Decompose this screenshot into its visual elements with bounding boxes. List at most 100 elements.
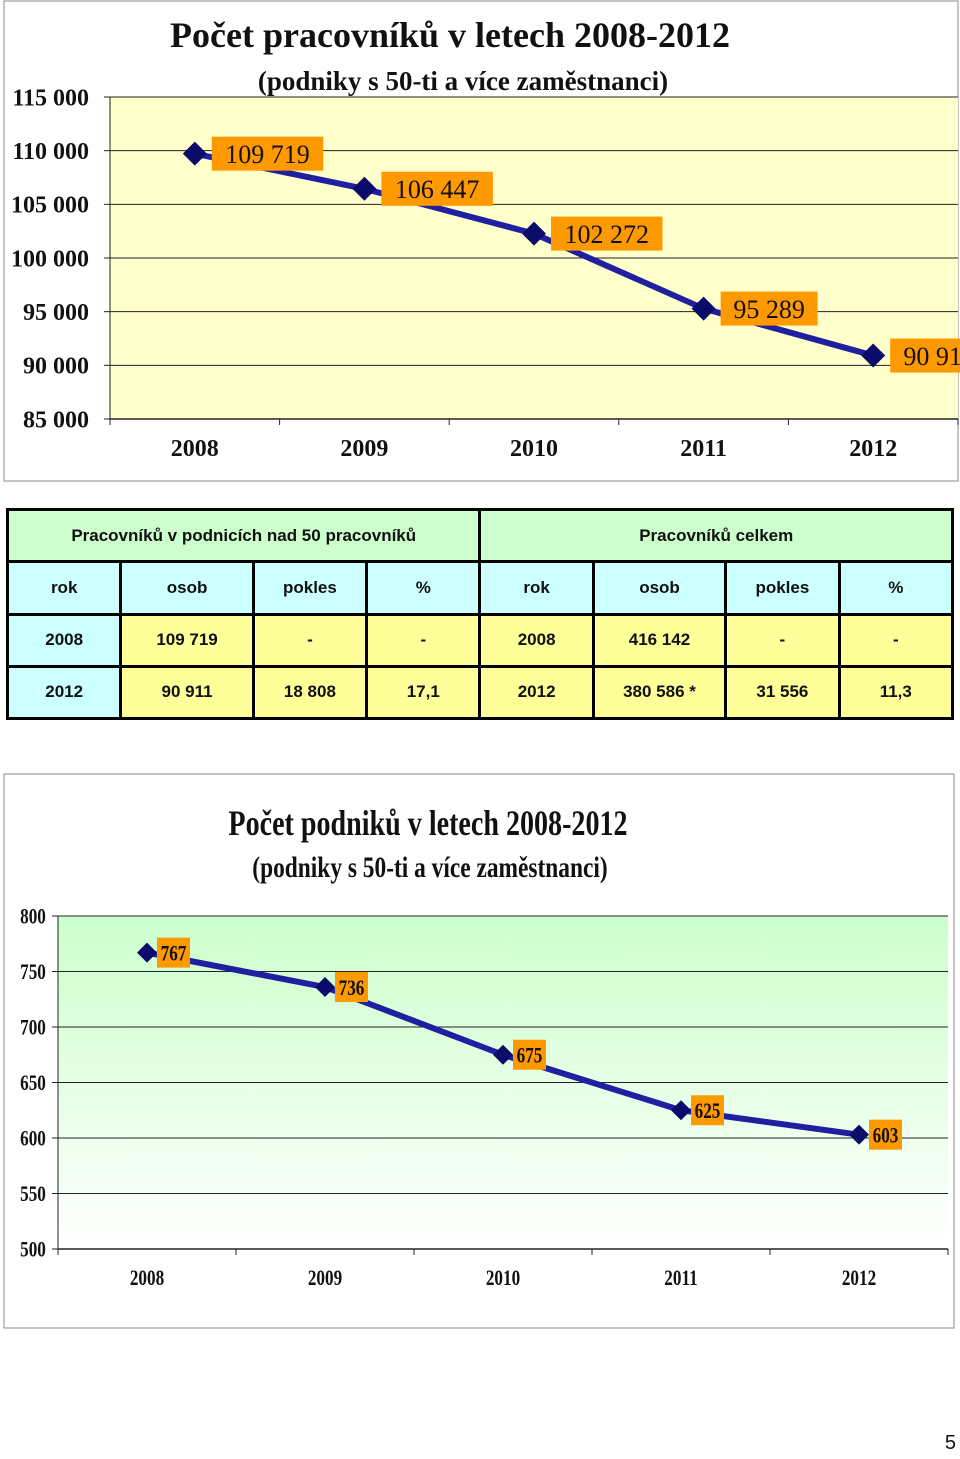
table-cell: 2012	[478, 664, 595, 721]
data-label-text: 767	[161, 942, 187, 967]
y-tick-label: 600	[20, 1127, 46, 1152]
table-cell: -	[724, 612, 841, 668]
data-label-text: 603	[873, 1124, 899, 1149]
page-number: 5	[944, 1432, 956, 1454]
table-group-right: Pracovníků celkem	[478, 507, 954, 564]
table-cell: 416 142	[591, 612, 728, 668]
table-header: rok	[478, 560, 595, 616]
table-header: pokles	[251, 560, 369, 616]
table-cell: 2012	[5, 664, 123, 721]
data-label: 102 272	[551, 216, 663, 251]
y-tick-label: 650	[20, 1071, 46, 1096]
data-label-box	[157, 937, 190, 968]
x-tick-label: 2011	[664, 1266, 697, 1291]
x-tick-label: 2009	[308, 1266, 342, 1291]
data-point	[493, 1044, 513, 1065]
data-label: 625	[691, 1095, 724, 1126]
table-group-row: Pracovníků v podnicích nad 50 pracovníků…	[5, 507, 954, 564]
data-point	[522, 221, 546, 246]
x-tick-label: 2010	[510, 436, 558, 462]
y-tick-label: 750	[20, 960, 46, 985]
data-label: 736	[335, 972, 368, 1003]
data-label-box	[869, 1119, 902, 1150]
y-tick-label: 800	[20, 905, 46, 930]
data-point	[861, 343, 886, 368]
chart-subtitle: (podniky s 50-ti a více zaměstnanci)	[252, 850, 607, 883]
y-tick-label: 700	[20, 1016, 46, 1041]
data-label: 90 911	[890, 338, 960, 373]
data-label-box	[381, 171, 493, 206]
x-tick-label: 2012	[842, 1266, 876, 1291]
data-label-text: 675	[517, 1044, 543, 1069]
table-header-row: rok osob pokles % rok osob pokles %	[5, 560, 955, 616]
data-point	[137, 942, 157, 963]
data-label-text: 106 447	[395, 175, 480, 204]
table-header: pokles	[724, 560, 841, 616]
data-point	[315, 977, 335, 998]
y-tick-label: 115 000	[12, 85, 89, 111]
data-label: 603	[869, 1119, 902, 1150]
table-row: 2012 90 911 18 808 17,1 2012 380 586 * 3…	[5, 664, 955, 721]
table-cell: 18 808	[251, 664, 369, 721]
y-tick-label: 95 000	[23, 300, 89, 326]
table-cell: -	[365, 612, 482, 668]
table-cell: -	[837, 612, 955, 668]
employees-table: Pracovníků v podnicích nad 50 pracovníků…	[5, 507, 955, 721]
x-tick-label: 2008	[171, 436, 219, 462]
x-tick-label: 2012	[849, 436, 897, 462]
data-label: 767	[157, 937, 190, 968]
y-tick-label: 85 000	[23, 407, 89, 433]
data-label-box	[691, 1095, 724, 1126]
table-header: rok	[5, 560, 123, 616]
x-tick-label: 2008	[130, 1266, 164, 1291]
data-label-text: 102 272	[565, 220, 650, 249]
data-label-box	[720, 291, 818, 326]
y-tick-label: 105 000	[11, 193, 89, 219]
data-label-text: 109 719	[225, 140, 310, 169]
x-tick-label: 2011	[680, 436, 727, 462]
data-label-box	[551, 216, 663, 251]
y-tick-label: 500	[20, 1238, 46, 1263]
data-label: 106 447	[381, 171, 493, 206]
table-cell: 90 911	[119, 664, 255, 721]
table-cell: 2008	[478, 612, 595, 668]
table-header: %	[837, 560, 955, 616]
data-point	[849, 1124, 869, 1145]
table-cell: 109 719	[119, 612, 255, 668]
data-label-box	[890, 338, 960, 373]
data-label: 675	[513, 1039, 546, 1070]
data-label-box	[211, 136, 324, 171]
data-label: 109 719	[211, 136, 324, 171]
y-tick-label: 110 000	[12, 139, 89, 165]
data-label-text: 736	[339, 976, 365, 1001]
y-tick-label: 550	[20, 1182, 46, 1207]
table-cell: 17,1	[365, 664, 482, 721]
data-point	[691, 296, 716, 321]
x-tick-label: 2009	[340, 436, 388, 462]
table-cell: -	[251, 612, 369, 668]
table-group-left: Pracovníků v podnicích nad 50 pracovníků	[5, 507, 482, 564]
data-point	[671, 1100, 691, 1121]
table-header: osob	[591, 560, 728, 616]
table-header: %	[365, 560, 482, 616]
data-point	[182, 141, 207, 166]
data-label-text: 625	[695, 1099, 721, 1124]
employees-chart: Počet pracovníků v letech 2008-2012 (pod…	[3, 0, 960, 482]
chart-title: Počet podniků v letech 2008-2012	[228, 803, 627, 843]
table-header: osob	[119, 560, 255, 616]
chart-title: Počet pracovníků v letech 2008-2012	[170, 15, 730, 55]
companies-chart: Počet podniků v letech 2008-2012 (podnik…	[3, 773, 955, 1329]
x-tick-label: 2010	[486, 1266, 520, 1291]
table-cell: 380 586 *	[591, 664, 728, 721]
data-label: 95 289	[720, 291, 818, 326]
table-row: 2008 109 719 - - 2008 416 142 - -	[5, 612, 955, 668]
table-cell: 31 556	[724, 664, 841, 721]
table-cell: 11,3	[837, 664, 955, 721]
chart-subtitle: (podniky s 50-ti a více zaměstnanci)	[258, 66, 668, 96]
data-label-text: 90 911	[903, 342, 960, 371]
data-point	[352, 176, 377, 201]
data-label-box	[513, 1039, 546, 1070]
data-label-box	[335, 972, 368, 1003]
y-tick-label: 90 000	[23, 354, 89, 380]
y-tick-label: 100 000	[11, 246, 89, 272]
